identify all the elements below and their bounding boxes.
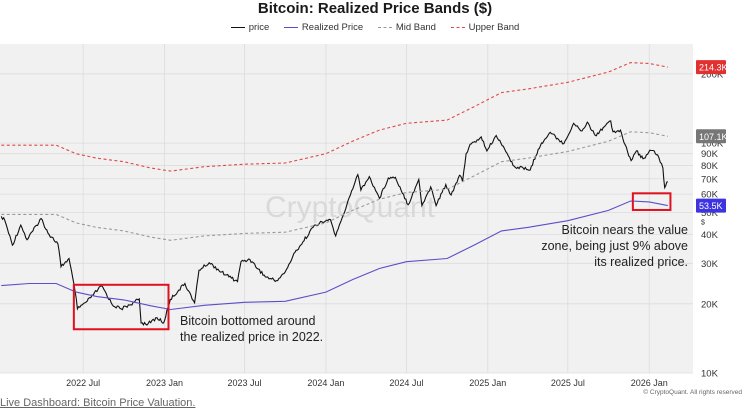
- legend-swatch-mid-band: [377, 26, 392, 28]
- end-label-mid-band: 107.1K: [699, 132, 728, 142]
- x-tick-label-2023-jan: 2023 Jan: [146, 378, 183, 388]
- x-tick-label-2022-jul: 2022 Jul: [66, 378, 100, 388]
- copyright-text: © CryptoQuant. All rights reserved: [643, 389, 742, 396]
- y-tick-label-100k: 100K: [701, 139, 724, 150]
- legend-swatch-price: [230, 26, 245, 28]
- y-tick-label-200k: 200K: [701, 69, 724, 80]
- series-line-mid-band: [1, 131, 668, 241]
- end-label-badge-mid-band: [696, 129, 726, 144]
- legend-label-price: price: [248, 22, 270, 33]
- annotation-bottom-line-1: Bitcoin bottomed around: [180, 314, 316, 328]
- legend: price Realized Price Mid Band Upper Band: [0, 22, 750, 33]
- y-tick-label-50k: 50K: [701, 208, 719, 219]
- highlight-box-1: [72, 283, 170, 331]
- y-tick-label-40k: 40K: [701, 230, 719, 241]
- annotation-value-zone-line-2: zone, being just 9% above: [541, 239, 688, 253]
- x-tick-label-2025-jul: 2025 Jul: [551, 378, 585, 388]
- x-tick-label-2024-jan: 2024 Jan: [307, 378, 344, 388]
- end-label-upper-band: 214.3K: [699, 63, 728, 73]
- y-tick-label-80k: 80K: [701, 161, 719, 172]
- annotation-value-zone: Bitcoin nears the value zone, being just…: [541, 222, 688, 270]
- plot-background: [0, 44, 693, 373]
- chart-title: Bitcoin: Realized Price Bands ($): [257, 0, 493, 17]
- legend-item-price[interactable]: price: [230, 22, 270, 33]
- annotation-bottom-line-2: the realized price in 2022.: [180, 330, 324, 344]
- watermark: CryptoQuant: [265, 191, 436, 224]
- legend-label-realized-price: Realized Price: [301, 22, 364, 33]
- y-tick-label-60k: 60K: [701, 190, 719, 201]
- legend-item-mid-band[interactable]: Mid Band: [377, 22, 436, 33]
- annotation-bottom: Bitcoin bottomed around the realized pri…: [180, 313, 323, 345]
- end-label-realized-price: 53.5K: [699, 201, 723, 211]
- end-label-badge-realized-price: [696, 198, 726, 213]
- y-tick-label-70k: 70K: [701, 174, 719, 185]
- x-tick-label-2024-jul: 2024 Jul: [389, 378, 423, 388]
- legend-swatch-realized-price: [283, 26, 298, 28]
- annotation-value-zone-line-3: its realized price.: [594, 255, 688, 269]
- highlight-box-2: [631, 192, 672, 211]
- y-tick-label-90k: 90K: [701, 149, 719, 160]
- x-tick-label-2023-jul: 2023 Jul: [228, 378, 262, 388]
- y-unit-symbol: $: [701, 219, 705, 226]
- legend-item-realized-price[interactable]: Realized Price: [283, 22, 364, 33]
- x-tick-label-2025-jan: 2025 Jan: [469, 378, 506, 388]
- end-label-badge-upper-band: [696, 60, 726, 75]
- series-line-price: [0, 120, 669, 326]
- y-tick-label-10k: 10K: [701, 369, 719, 380]
- legend-item-upper-band[interactable]: Upper Band: [450, 22, 520, 33]
- series-line-realized-price: [1, 200, 668, 311]
- annotation-value-zone-line-1: Bitcoin nears the value: [561, 223, 688, 237]
- y-tick-label-20k: 20K: [701, 299, 719, 310]
- x-tick-label-2026-jan: 2026 Jan: [631, 378, 668, 388]
- series-line-upper-band: [1, 62, 668, 172]
- legend-label-upper-band: Upper Band: [468, 22, 520, 33]
- y-tick-label-30k: 30K: [701, 259, 719, 270]
- live-dashboard-link[interactable]: Live Dashboard: Bitcoin Price Valuation.: [0, 397, 196, 409]
- legend-swatch-upper-band: [450, 26, 465, 28]
- legend-label-mid-band: Mid Band: [395, 22, 436, 33]
